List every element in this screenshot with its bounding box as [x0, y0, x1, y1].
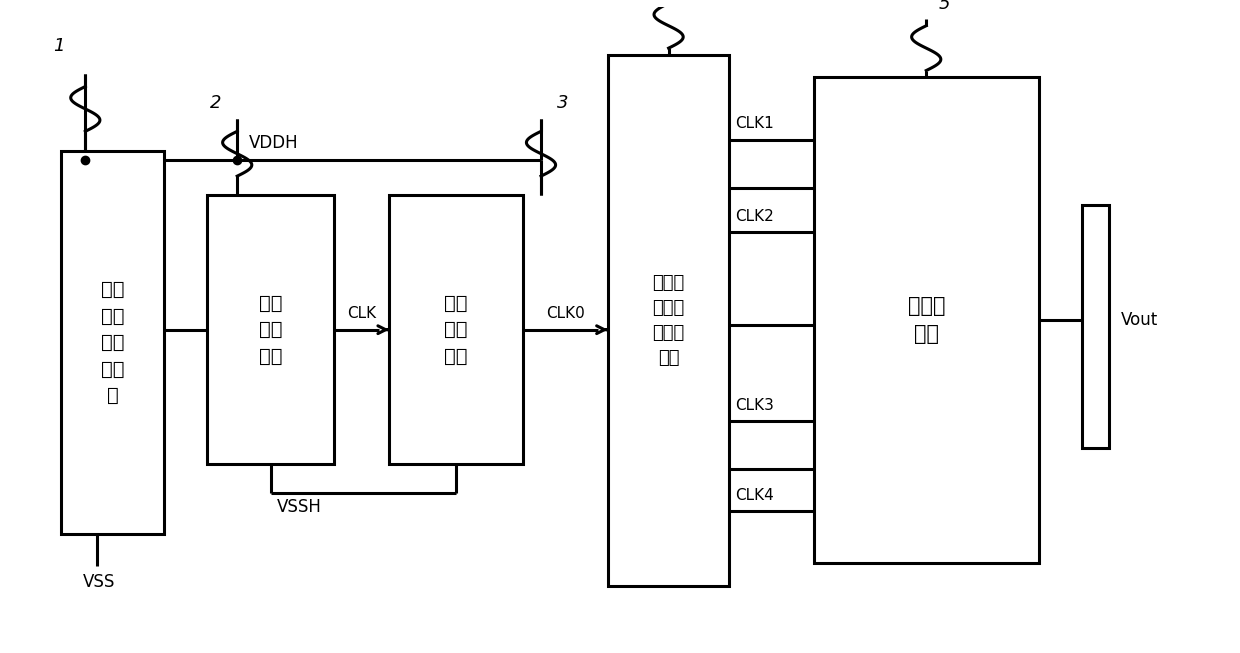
- Text: 5: 5: [939, 0, 950, 13]
- Text: 参考
地电
位产
生单
元: 参考 地电 位产 生单 元: [100, 280, 124, 405]
- Text: VSS: VSS: [83, 573, 115, 591]
- Text: CLK2: CLK2: [735, 209, 774, 224]
- Text: CLK3: CLK3: [735, 398, 774, 413]
- Text: CLK1: CLK1: [735, 116, 774, 131]
- Text: CLK: CLK: [347, 306, 376, 321]
- Bar: [61, 151, 164, 534]
- Text: 1: 1: [53, 37, 64, 54]
- Bar: [815, 77, 1039, 564]
- Text: CLK4: CLK4: [735, 488, 774, 503]
- Bar: [608, 54, 729, 586]
- Text: 电荷泵
单元: 电荷泵 单元: [908, 296, 946, 344]
- Bar: [207, 195, 335, 464]
- Text: 时钟
产生
单元: 时钟 产生 单元: [259, 294, 283, 366]
- Text: 四相非
交叠时
钟产生
单元: 四相非 交叠时 钟产生 单元: [652, 274, 684, 366]
- Text: CLK0: CLK0: [546, 306, 585, 321]
- Text: 3: 3: [557, 94, 569, 112]
- Text: 2: 2: [210, 94, 221, 112]
- Bar: [389, 195, 523, 464]
- Text: Vout: Vout: [1121, 311, 1158, 329]
- Text: 电平
转换
单元: 电平 转换 单元: [444, 294, 467, 366]
- Text: VSSH: VSSH: [277, 498, 321, 516]
- Text: VDDH: VDDH: [249, 135, 299, 152]
- Bar: [1081, 205, 1109, 448]
